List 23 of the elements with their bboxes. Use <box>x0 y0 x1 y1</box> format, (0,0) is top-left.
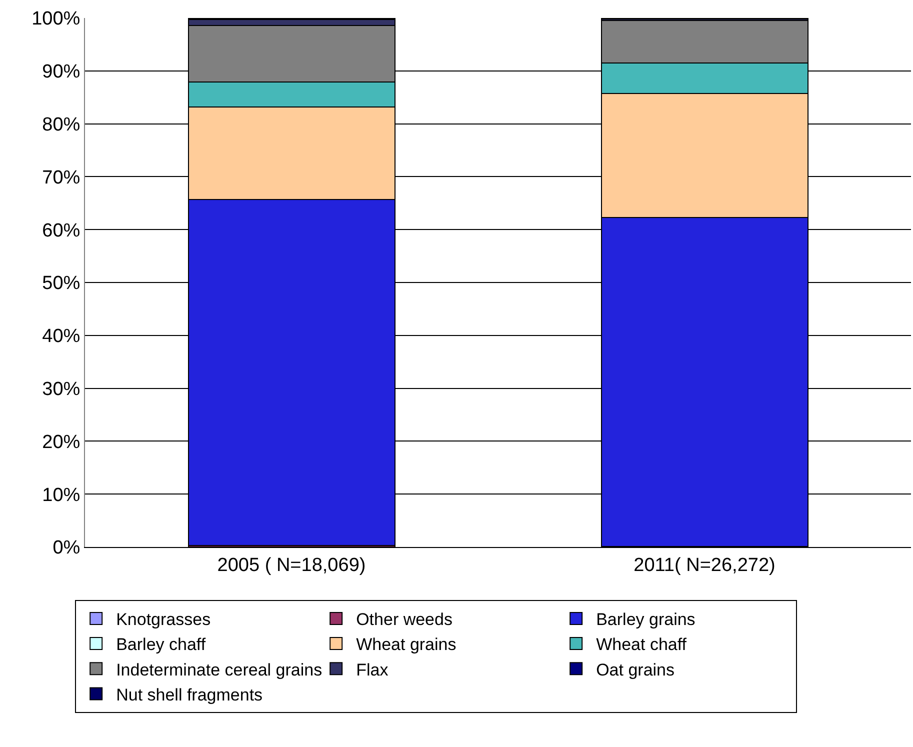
legend-label: Flax <box>356 660 389 680</box>
y-tick-label: 60% <box>42 220 80 242</box>
y-tick-label: 70% <box>42 167 80 188</box>
legend-label: Wheat grains <box>356 635 456 654</box>
y-tick-label: 80% <box>42 114 80 136</box>
y-tick-label: 50% <box>42 273 80 294</box>
legend-label: Oat grains <box>596 660 675 680</box>
y-tick-label: 20% <box>42 432 80 453</box>
y-tick-label: 0% <box>52 538 80 559</box>
y-tick-label: 100% <box>32 8 80 30</box>
y-tick-label: 90% <box>42 62 80 83</box>
x-tick-label: 2005 ( N=18,069) <box>217 554 366 576</box>
y-tick-label: 10% <box>42 484 80 506</box>
y-tick-label: 30% <box>42 378 80 400</box>
y-tick-label: 40% <box>42 326 80 348</box>
legend-label: Nut shell fragments <box>116 685 263 704</box>
legend-label: Wheat chaff <box>596 635 687 654</box>
legend-label: Indeterminate cereal grains <box>116 660 322 680</box>
x-tick-label: 2011( N=26,272) <box>634 554 776 576</box>
legend-label: Barley chaff <box>116 635 206 654</box>
legend-label: Barley grains <box>596 610 696 630</box>
legend-label: Other weeds <box>356 610 452 630</box>
legend-label: Knotgrasses <box>116 610 211 630</box>
